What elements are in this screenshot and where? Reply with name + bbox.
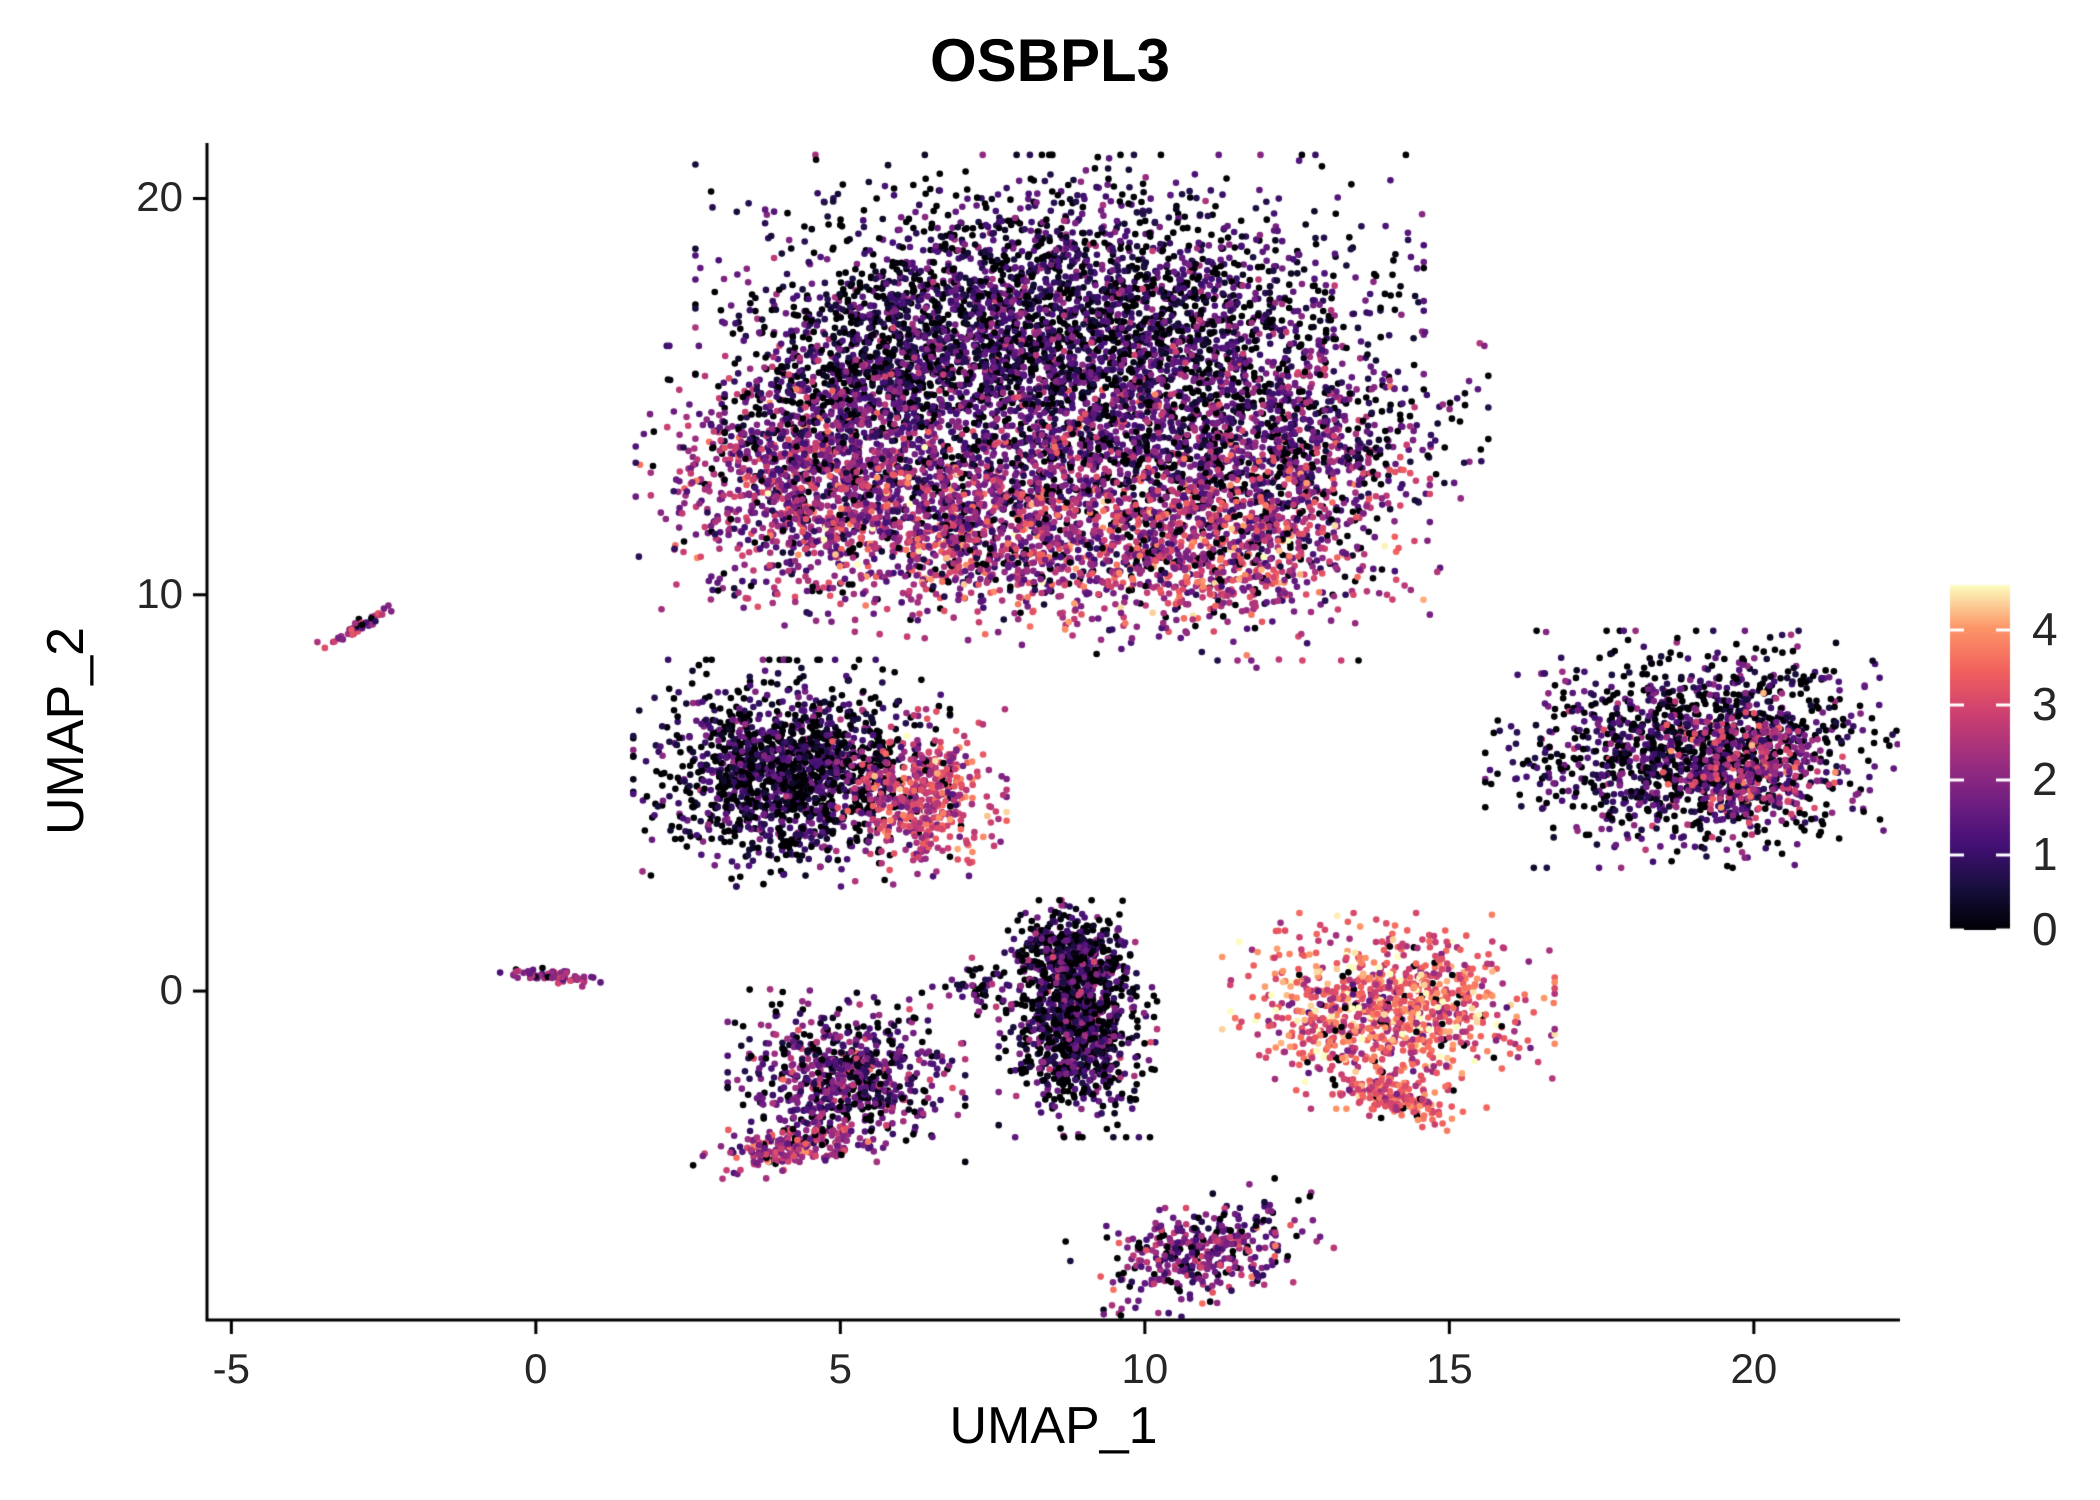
x-tick-label: 10 — [1121, 1345, 1169, 1392]
x-tick-label: 0 — [524, 1345, 548, 1392]
colorbar-tick-label: 1 — [2032, 828, 2058, 880]
colorbar-tick-label: 0 — [2032, 903, 2058, 955]
colorbar-tick-label: 2 — [2032, 753, 2058, 805]
x-tick-label: 15 — [1425, 1345, 1473, 1392]
y-tick-label: 0 — [159, 966, 183, 1014]
colorbar-tick-label: 3 — [2032, 678, 2058, 730]
plot-title: OSBPL3 — [929, 27, 1171, 94]
x-axis-label: UMAP_1 — [949, 1397, 1158, 1455]
x-tick-label: 5 — [828, 1345, 853, 1392]
x-tick-label: 20 — [1730, 1345, 1778, 1392]
y-tick-label: 20 — [136, 173, 183, 221]
y-tick-label: 10 — [136, 569, 183, 617]
y-axis-label: UMAP_2 — [37, 626, 95, 836]
x-tick-label: -5 — [212, 1345, 251, 1392]
colorbar-tick-label: 4 — [2032, 603, 2058, 655]
